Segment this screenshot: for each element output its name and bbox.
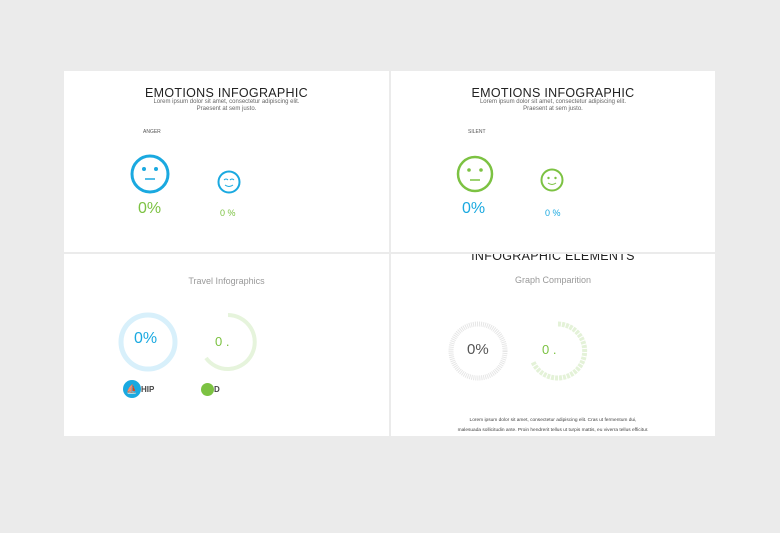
slide-title: INFOGRAPHIC ELEMENTS [471,254,635,263]
slide-emotions-anger[interactable]: EMOTIONS INFOGRAPHIC Lorem ipsum dolor s… [64,71,389,252]
smile-face-icon [540,168,564,192]
slide-heading: Travel Infographics [188,276,265,286]
slide-subtitle-1: Lorem ipsum dolor sit amet, consectetur … [153,99,300,105]
neutral-face-icon [456,155,494,193]
slide-subtitle-2: Praesent at sem justo. [196,106,257,112]
road-value: 0 . [215,334,230,349]
silent-value: 0% [462,200,486,217]
second-value: 0 % [220,208,236,218]
neutral-face-icon [130,154,170,194]
slide-emotions-silent[interactable]: EMOTIONS INFOGRAPHIC Lorem ipsum dolor s… [391,71,715,252]
car-icon [201,383,214,396]
gray-value: 0% [467,341,489,358]
slide-heading: Graph Comparition [514,275,592,285]
ship-icon: ⛵ [123,380,141,398]
emotion-label: SILENT [468,129,486,135]
ship-progress-ring [118,312,178,372]
slide-subtitle-1: Lorem ipsum dolor sit amet, consectetur … [479,99,627,105]
emotion-label: ANGER [143,129,161,135]
green-progress-ring [530,321,588,381]
ship-value: 0% [134,330,158,347]
road-progress-ring [204,313,257,371]
slide-subtitle-2: Praesent at sem justo. [523,106,583,112]
footer-text-1: Lorem ipsum dolor sit amet, consectetur … [469,418,637,423]
slide-graph-comparison[interactable]: INFOGRAPHIC ELEMENTS Graph Comparition 0… [391,254,715,436]
slide-title: EMOTIONS INFOGRAPHIC [145,86,308,100]
anger-value: 0% [138,200,162,217]
slide-title: EMOTIONS INFOGRAPHIC [471,86,635,100]
ship-label: HIP [141,385,155,394]
footer-text-2: malesuada sollicitudin ante. Proin hendr… [457,428,649,433]
green-value: 0 . [542,342,557,357]
second-value: 0 % [545,208,561,218]
happy-face-icon [217,170,241,194]
car-label: D [214,385,220,394]
slide-travel-infographics[interactable]: Travel Infographics 0% 0 . ⛵ HIP D [64,254,389,436]
gray-progress-ring [448,321,508,381]
